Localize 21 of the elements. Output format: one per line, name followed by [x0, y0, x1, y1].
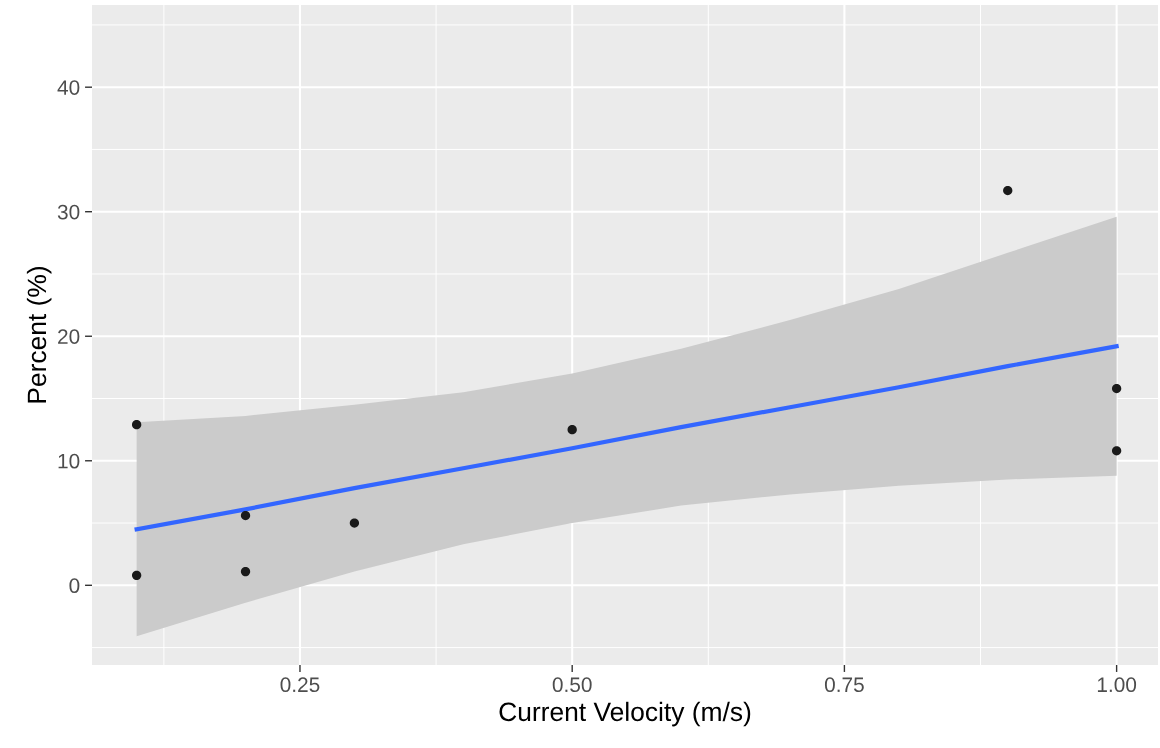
line-series [134, 344, 1119, 532]
point [240, 566, 251, 577]
point [1111, 383, 1122, 394]
x-tick-label: 0.50 [552, 677, 592, 693]
point [1111, 446, 1122, 456]
y-tick-label: 30 [57, 204, 80, 220]
point [349, 518, 360, 528]
y-axis-title: Percent (%) [26, 266, 52, 403]
point [567, 424, 577, 435]
x-tick-label: 0.25 [280, 677, 320, 693]
point [240, 510, 251, 521]
y-tick-label: 10 [58, 453, 80, 469]
y-tick-label: 0 [69, 578, 80, 594]
point [1003, 185, 1013, 196]
x-tick-label: 1.00 [1097, 677, 1137, 693]
x-tick-label: 0.75 [824, 677, 864, 693]
y-tick-label: 40 [57, 80, 80, 95]
y-tick-label: 20 [58, 329, 80, 344]
point [131, 420, 142, 430]
x-axis-title: Current Velocity (m/s) [499, 701, 751, 727]
point [131, 570, 142, 580]
